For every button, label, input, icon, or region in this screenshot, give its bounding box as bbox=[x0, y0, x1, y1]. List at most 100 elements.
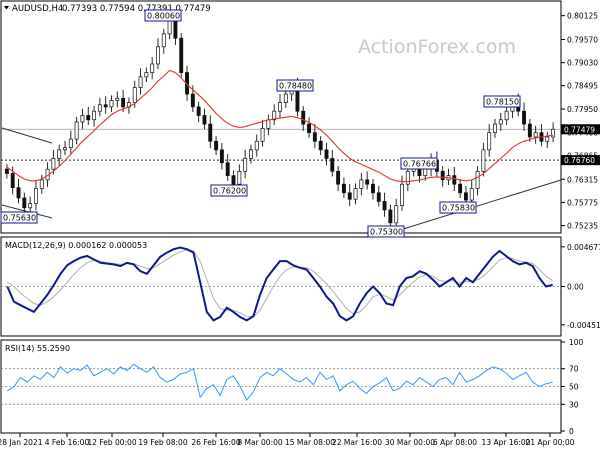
candle-body bbox=[469, 188, 474, 201]
candle-body bbox=[522, 110, 526, 125]
symbol-label: AUDUSD,H4 bbox=[12, 4, 63, 14]
candle-body bbox=[74, 121, 79, 140]
candle-body bbox=[551, 128, 556, 138]
current-price-tag: 0.77479 bbox=[564, 125, 595, 134]
candle-body bbox=[533, 132, 538, 138]
candle-body bbox=[272, 110, 277, 121]
macd-axis-label: 0.00 bbox=[567, 283, 584, 292]
candle-body bbox=[22, 197, 27, 209]
candle-body bbox=[237, 170, 242, 185]
rsi-line bbox=[7, 363, 553, 401]
candle-body bbox=[103, 104, 108, 108]
candle-body bbox=[68, 138, 73, 149]
ohlc-readout: 0.77393 0.77594 0.77391 0.77479 bbox=[62, 4, 211, 14]
candle-body bbox=[475, 170, 480, 189]
price-annotation: 0.76766 bbox=[403, 160, 436, 169]
price-annotation: 0.75300 bbox=[370, 228, 403, 237]
candle-body bbox=[219, 149, 224, 164]
candle-body bbox=[324, 149, 329, 159]
candle-body bbox=[196, 106, 201, 116]
time-axis-label: 15 Mar 08:00 bbox=[285, 438, 335, 447]
price-axis-label: 0.78495 bbox=[567, 82, 598, 91]
rsi-axis-label: 0 bbox=[569, 427, 574, 436]
candle-body bbox=[423, 168, 428, 176]
candle-body bbox=[97, 104, 102, 112]
price-annotation-box bbox=[400, 157, 438, 170]
candle-body bbox=[440, 170, 445, 181]
candle-body bbox=[318, 140, 323, 151]
candle-body bbox=[260, 128, 265, 142]
candle-body bbox=[190, 93, 195, 108]
candle-body bbox=[336, 170, 341, 185]
candle-body bbox=[208, 123, 213, 142]
price-annotation: 0.78480 bbox=[279, 82, 312, 91]
time-axis-label: 8 Mar 00:00 bbox=[237, 438, 283, 447]
candle-body bbox=[179, 37, 184, 73]
price-annotation: 0.75630 bbox=[3, 214, 36, 223]
candle-body bbox=[545, 136, 550, 142]
price-axis-label: 0.77950 bbox=[567, 105, 598, 114]
macd-line bbox=[6, 246, 553, 322]
price-annotation-box bbox=[0, 211, 38, 224]
candle-body bbox=[278, 102, 282, 112]
price-annotation-box bbox=[210, 184, 248, 197]
candle-body bbox=[16, 187, 21, 199]
price-annotation: 0.75830 bbox=[442, 204, 475, 213]
price-annotation: 0.80060 bbox=[147, 12, 180, 21]
candle-body bbox=[504, 110, 509, 121]
candle-body bbox=[307, 123, 312, 134]
candle-body bbox=[138, 76, 143, 88]
macd-title: MACD(12,26,9) 0.000162 0.000053 bbox=[5, 241, 147, 250]
time-axis-label: 13 Apr 16:00 bbox=[482, 438, 531, 447]
candle-body bbox=[132, 87, 137, 103]
candle-body bbox=[10, 173, 15, 188]
rsi-axis-label: 70 bbox=[569, 365, 579, 374]
price-axis-label: 0.76315 bbox=[567, 175, 598, 184]
macd-signal-line bbox=[7, 249, 553, 318]
time-axis-label: 19 Feb 08:00 bbox=[138, 438, 187, 447]
price-annotation-box bbox=[439, 201, 477, 214]
candle-body bbox=[458, 183, 463, 194]
price-annotation-box bbox=[483, 95, 521, 108]
candle-body bbox=[405, 170, 410, 185]
candle-body bbox=[365, 179, 370, 185]
candle-body bbox=[144, 72, 149, 78]
candle-body bbox=[353, 188, 358, 200]
candle-body bbox=[225, 162, 230, 176]
price-axis-label: 0.79030 bbox=[567, 59, 598, 68]
price-annotation: 0.78150 bbox=[486, 98, 519, 107]
candle-body bbox=[312, 132, 317, 142]
level-tag-bg bbox=[561, 155, 600, 166]
candle-body bbox=[376, 192, 381, 202]
candle-body bbox=[34, 188, 38, 204]
price-axis-label: 0.75235 bbox=[567, 222, 598, 231]
candle-body bbox=[301, 110, 306, 125]
dropdown-triangle-icon[interactable] bbox=[4, 6, 9, 10]
candle-body bbox=[493, 123, 497, 134]
time-axis-label: 4 Feb 16:00 bbox=[45, 438, 90, 447]
price-annotation: 0.76200 bbox=[213, 187, 246, 196]
candle-body bbox=[283, 93, 288, 103]
price-annotation-box bbox=[144, 9, 182, 22]
time-axis-label: 21 Apr 00:00 bbox=[526, 438, 575, 447]
candle-body bbox=[347, 192, 352, 200]
candle-body bbox=[161, 33, 166, 48]
candle-body bbox=[214, 140, 219, 151]
candle-body bbox=[266, 119, 271, 129]
price-axis-label: 0.79570 bbox=[567, 35, 598, 44]
candle-body bbox=[92, 110, 97, 121]
candle-body bbox=[4, 168, 9, 174]
time-axis-label: 26 Feb 16:00 bbox=[191, 438, 240, 447]
time-axis-label: 30 Mar 00:00 bbox=[385, 438, 435, 447]
price-annotation-box bbox=[276, 79, 314, 92]
candle-body bbox=[80, 115, 85, 123]
level-tag-label: 0.76760 bbox=[564, 156, 595, 165]
candle-body bbox=[382, 201, 387, 211]
candle-body bbox=[248, 149, 253, 159]
price-annotation-box bbox=[367, 225, 405, 238]
candle-body bbox=[86, 115, 91, 121]
price-panel-frame bbox=[0, 0, 562, 234]
candle-body bbox=[388, 209, 393, 224]
candle-body bbox=[51, 158, 56, 170]
